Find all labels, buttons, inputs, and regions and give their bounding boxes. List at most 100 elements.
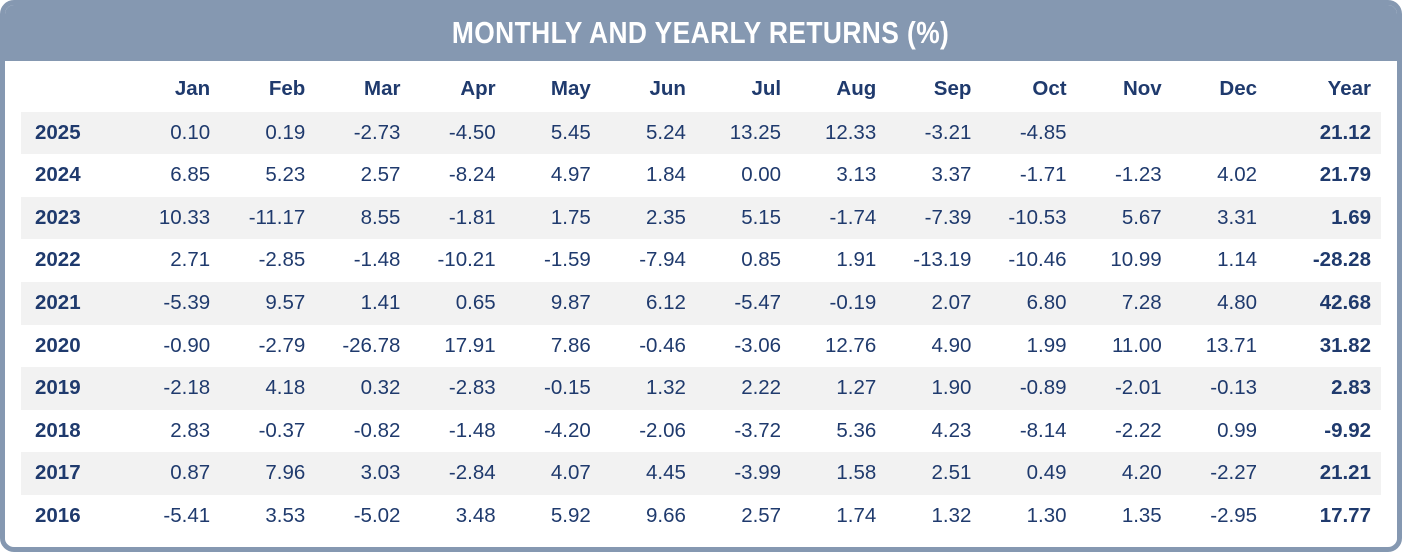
monthly-return-cell: 3.37 <box>931 163 972 187</box>
monthly-return-cell: 2.51 <box>931 461 972 485</box>
monthly-return-cell: 0.49 <box>1026 461 1067 485</box>
yearly-return-cell: 21.21 <box>1319 461 1371 485</box>
row-year-label: 2022 <box>35 248 81 272</box>
monthly-return-cell: 4.45 <box>646 461 686 485</box>
monthly-return-cell: -2.83 <box>448 376 496 400</box>
col-header-jul: Jul <box>751 77 782 100</box>
table-title-bar: MONTHLY AND YEARLY RETURNS (%) <box>5 5 1397 61</box>
monthly-return-cell: 4.90 <box>931 333 972 357</box>
row-year-label: 2024 <box>35 163 81 187</box>
monthly-return-cell: 10.33 <box>158 205 211 229</box>
table-row-2016: 2016 -5.41 3.53 -5.02 3.48 5.92 9.66 2.57 1.74 1.… <box>21 495 1381 538</box>
monthly-return-cell: 5.23 <box>265 163 306 187</box>
monthly-return-cell: 3.03 <box>360 461 401 485</box>
monthly-return-cell: 2.71 <box>170 248 211 272</box>
monthly-return-cell: 13.25 <box>729 120 782 144</box>
returns-card-body: Jan Feb Mar Apr May Jun Jul Aug Sep Oct Nov Dec Year… <box>5 61 1397 544</box>
monthly-return-cell: 17.91 <box>444 333 496 357</box>
monthly-return-cell: 11.00 <box>1111 333 1162 357</box>
table-row-2025: 2025 0.10 0.19 -2.73 -4.50 5.45 5.24 13.25 12.33… <box>21 111 1381 155</box>
col-header-sep: Sep <box>933 77 972 100</box>
monthly-return-cell: 4.20 <box>1121 461 1162 485</box>
table-row-2019: 2019 -2.18 4.18 0.32 -2.83 -0.15 1.32 2.22 1.27 1… <box>21 367 1381 410</box>
monthly-return-cell: 0.10 <box>170 120 211 144</box>
monthly-return-cell: 1.14 <box>1217 248 1257 272</box>
monthly-return-cell: -5.47 <box>734 290 782 314</box>
table-row-2017: 2017 0.87 7.96 3.03 -2.84 4.07 4.45 -3.99 1.58 2.… <box>21 452 1381 495</box>
table-title: MONTHLY AND YEARLY RETURNS (%) <box>452 15 950 50</box>
monthly-return-cell: -8.24 <box>448 163 496 187</box>
monthly-return-cell: 8.55 <box>360 205 401 229</box>
monthly-return-cell: 5.36 <box>836 418 877 442</box>
monthly-return-cell: 13.71 <box>1205 333 1257 357</box>
monthly-return-cell: 7.96 <box>265 461 306 485</box>
monthly-return-cell: 10.99 <box>1110 248 1162 272</box>
monthly-return-cell: -5.39 <box>163 290 211 314</box>
yearly-return-cell: 21.12 <box>1319 120 1371 144</box>
col-header-jan: Jan <box>174 77 211 100</box>
monthly-return-cell: -1.81 <box>448 205 496 229</box>
col-header-apr: Apr <box>460 77 496 100</box>
monthly-return-cell: 0.19 <box>265 120 306 144</box>
monthly-return-cell: 2.57 <box>741 503 782 527</box>
monthly-return-cell: 4.07 <box>550 461 591 485</box>
monthly-return-cell: 3.13 <box>836 163 877 187</box>
monthly-return-cell: -0.46 <box>639 333 686 357</box>
monthly-return-cell: -2.06 <box>639 418 686 442</box>
table-row-2021: 2021 -5.39 9.57 1.41 0.65 9.87 6.12 -5.47 -0.19 2… <box>21 281 1381 325</box>
monthly-return-cell: -0.37 <box>258 418 306 442</box>
monthly-return-cell: 3.53 <box>265 503 306 527</box>
table-row-2024: 2024 6.85 5.23 2.57 -8.24 4.97 1.84 0.00 3.13 3.3… <box>21 154 1381 197</box>
table-row-2018: 2018 2.83 -0.37 -0.82 -1.48 -4.20 -2.06 -3.72 5.… <box>21 410 1381 453</box>
monthly-return-cell: 1.41 <box>360 290 401 314</box>
monthly-return-cell: -7.39 <box>924 205 972 229</box>
yearly-return-cell: 42.68 <box>1319 290 1371 314</box>
row-year-label: 2019 <box>35 376 81 400</box>
monthly-return-cell: -1.59 <box>544 248 591 272</box>
monthly-return-cell: 12.33 <box>824 120 877 144</box>
monthly-return-cell: -8.14 <box>1019 418 1067 442</box>
monthly-return-cell: 1.74 <box>836 503 877 527</box>
monthly-return-cell: -2.73 <box>353 120 401 144</box>
monthly-return-cell: 2.35 <box>646 205 686 229</box>
monthly-return-cell: 1.35 <box>1121 503 1162 527</box>
monthly-return-cell: 1.75 <box>550 205 591 229</box>
monthly-return-cell: -10.53 <box>1008 205 1067 229</box>
yearly-return-cell: -28.28 <box>1312 248 1371 272</box>
monthly-return-cell: 9.87 <box>550 290 591 314</box>
monthly-return-cell: 4.23 <box>931 418 972 442</box>
monthly-return-cell: 2.22 <box>741 376 782 400</box>
monthly-return-cell: -3.72 <box>734 418 782 442</box>
monthly-return-cell: -26.78 <box>342 333 401 357</box>
monthly-return-cell: -7.94 <box>639 248 686 272</box>
col-header-mar: Mar <box>364 77 401 100</box>
monthly-return-cell: 6.12 <box>646 290 686 314</box>
monthly-return-cell: -0.19 <box>829 290 877 314</box>
monthly-return-cell: 1.90 <box>931 376 972 400</box>
monthly-return-cell: -0.15 <box>544 376 591 400</box>
monthly-return-cell: -4.20 <box>544 418 591 442</box>
monthly-return-cell: 4.02 <box>1217 163 1257 187</box>
monthly-return-cell: -1.74 <box>829 205 877 229</box>
monthly-return-cell: -4.50 <box>448 120 496 144</box>
monthly-return-cell: -1.48 <box>353 248 401 272</box>
monthly-return-cell: 1.32 <box>931 503 972 527</box>
monthly-return-cell: -2.79 <box>258 333 306 357</box>
col-header-nov: Nov <box>1122 77 1162 100</box>
monthly-return-cell: 9.66 <box>646 503 686 527</box>
monthly-return-cell <box>1168 112 1263 155</box>
row-year-label: 2016 <box>35 503 81 527</box>
monthly-return-cell: 5.24 <box>646 120 686 144</box>
monthly-return-cell: -1.23 <box>1114 163 1162 187</box>
col-header-oct: Oct <box>1032 77 1067 100</box>
monthly-return-cell: -2.84 <box>448 461 496 485</box>
monthly-return-cell: -2.85 <box>258 248 306 272</box>
monthly-return-cell: -0.89 <box>1019 376 1067 400</box>
monthly-return-cell: 4.97 <box>550 163 591 187</box>
monthly-return-cell: 3.31 <box>1217 205 1257 229</box>
monthly-return-cell: 1.58 <box>836 461 877 485</box>
monthly-return-cell: -3.99 <box>734 461 782 485</box>
yearly-return-cell: -9.92 <box>1324 418 1371 442</box>
monthly-return-cell: 3.48 <box>455 503 496 527</box>
monthly-return-cell: 1.27 <box>836 376 877 400</box>
